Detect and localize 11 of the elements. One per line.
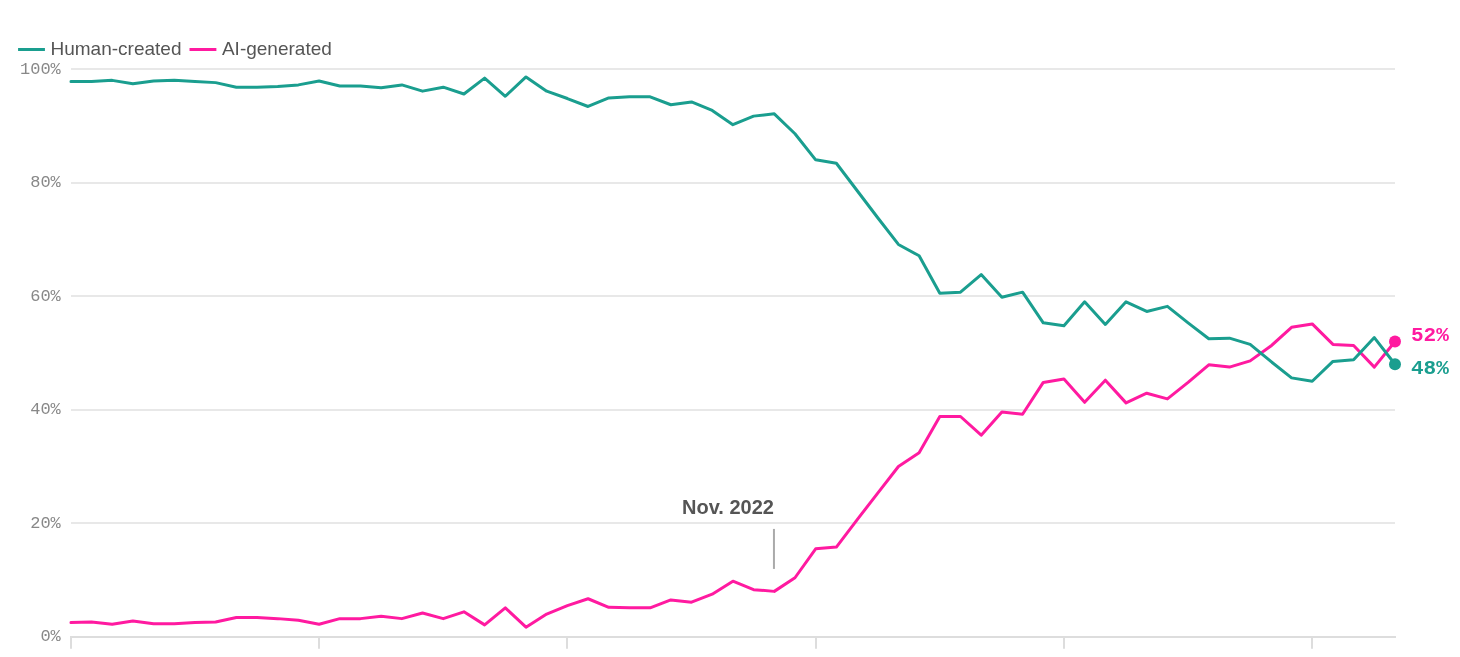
y-tick-label: 40% [30,400,62,420]
data-label: 48% [1411,356,1450,380]
data-label: 52% [1411,323,1450,347]
legend-label: Human-created [50,37,182,59]
y-tick-label: 80% [30,173,62,193]
legend-label: AI-generated [221,37,332,59]
y-tick-label: 100% [19,59,62,79]
y-tick-label: 0% [40,627,62,647]
y-tick-label: 20% [30,513,62,533]
y-tick-label: 60% [30,286,62,306]
annotation: Nov. 2022 [682,496,774,519]
